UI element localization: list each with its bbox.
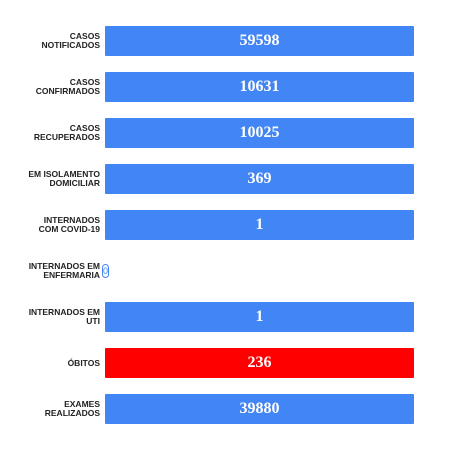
label-line: ÓBITOS [67, 357, 100, 368]
stat-label: INTERNADOS COM COVID-19 [39, 210, 100, 240]
stat-row: EXAMES REALIZADOS 39880 [0, 394, 451, 424]
stat-row: INTERNADOS COM COVID-19 1 [0, 210, 451, 240]
stat-row: INTERNADOS EM UTI 1 [0, 302, 451, 332]
stat-label: CASOS RECUPERADOS [34, 118, 100, 148]
stat-bar: 59598 [105, 26, 414, 56]
label-line: CASOS [69, 77, 100, 87]
stat-label: CASOS CONFIRMADOS [36, 72, 100, 102]
label-line: UTI [86, 316, 100, 326]
stat-label: CASOS NOTIFICADOS [41, 26, 100, 56]
stat-bar: 10631 [105, 72, 414, 102]
label-line: DOMICILIAR [49, 178, 100, 188]
stat-pill: 0 [102, 264, 109, 278]
label-line: EXAMES [64, 399, 100, 409]
label-line: CASOS [69, 31, 100, 41]
stat-bar: 1 [105, 210, 414, 240]
label-line: CASOS [69, 123, 100, 133]
stat-label: INTERNADOS EM UTI [29, 302, 100, 332]
label-line: REALIZADOS [44, 408, 100, 418]
stat-bar: 236 [105, 348, 414, 378]
label-line: COM COVID-19 [38, 224, 100, 234]
stat-label: EM ISOLAMENTO DOMICILIAR [28, 164, 100, 194]
label-line: INTERNADOS EM [28, 307, 100, 317]
stat-label: EXAMES REALIZADOS [45, 394, 100, 424]
label-line: INTERNADOS [43, 215, 100, 225]
label-line: CONFIRMADOS [35, 86, 100, 96]
label-line: INTERNADOS EM [28, 261, 100, 271]
stat-bar: 369 [105, 164, 414, 194]
label-line: EM ISOLAMENTO [28, 169, 100, 179]
stat-row: CASOS RECUPERADOS 10025 [0, 118, 451, 148]
stat-row: CASOS CONFIRMADOS 10631 [0, 72, 451, 102]
label-line: NOTIFICADOS [41, 40, 100, 50]
label-line: ENFERMARIA [43, 270, 100, 280]
stat-row: EM ISOLAMENTO DOMICILIAR 369 [0, 164, 451, 194]
stat-bar: 10025 [105, 118, 414, 148]
stat-row: ÓBITOS 236 [0, 348, 451, 378]
stat-label: ÓBITOS [68, 348, 100, 378]
label-line: RECUPERADOS [33, 132, 100, 142]
stat-bar: 1 [105, 302, 414, 332]
stat-row: CASOS NOTIFICADOS 59598 [0, 26, 451, 56]
stat-label: INTERNADOS EM ENFERMARIA [29, 256, 100, 286]
stat-row: INTERNADOS EM ENFERMARIA 0 [0, 256, 451, 286]
stat-bar: 39880 [105, 394, 414, 424]
